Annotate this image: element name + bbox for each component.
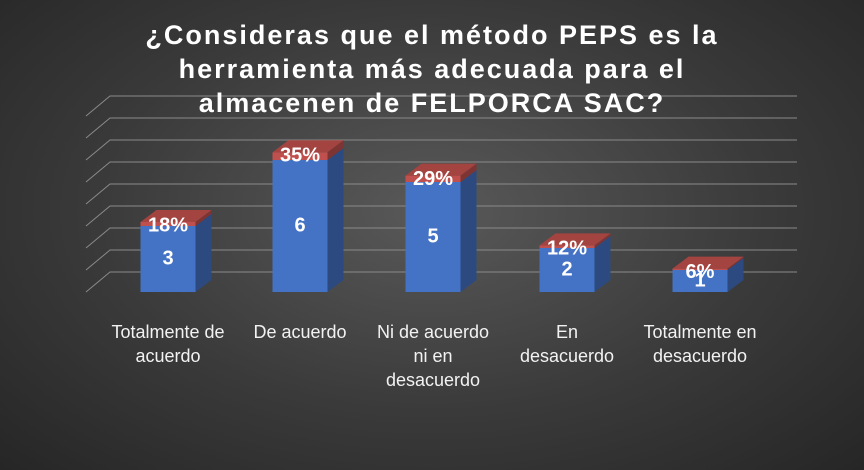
bar-top [539, 233, 611, 246]
value-label: 5 [427, 225, 438, 247]
bar-front [405, 182, 461, 292]
bar-front [140, 222, 196, 226]
bar-top [140, 210, 212, 223]
bar-front [272, 152, 328, 160]
bar-front [672, 268, 728, 270]
bar-side [460, 163, 477, 182]
bar-side [327, 148, 344, 292]
bar-segment [140, 210, 212, 226]
bar-front [672, 270, 728, 292]
bar-segment [405, 170, 477, 292]
x-tick-label: De acuerdo [253, 322, 347, 342]
bar-segment [539, 233, 611, 248]
grid-line [85, 139, 797, 161]
value-label: 2 [561, 258, 572, 280]
bar-side [594, 236, 611, 292]
value-label: 6 [294, 214, 305, 236]
percent-label: 29% [413, 168, 453, 190]
bar-front [272, 160, 328, 292]
grid-line [85, 161, 797, 183]
bar-top [672, 256, 744, 269]
bar-segment [539, 236, 611, 292]
bar-side [195, 214, 212, 292]
bar-top [272, 140, 344, 153]
bar-side [594, 233, 611, 248]
bar-top [405, 163, 477, 176]
bar-segment [405, 163, 477, 182]
grid-line [85, 227, 797, 249]
percent-label: 18% [148, 214, 188, 236]
bar-segment [672, 256, 744, 270]
bar-front [405, 175, 461, 182]
value-label: 1 [694, 269, 705, 291]
x-tick-label: Ni de acuerdo ni en desacuerdo [376, 322, 490, 390]
x-tick-label: En desacuerdo [519, 322, 615, 366]
bar-side [195, 210, 212, 226]
x-tick-label: Totalmente en desacuerdo [643, 322, 757, 366]
bar-segment [272, 140, 344, 160]
bar-side [460, 170, 477, 292]
bar-front [539, 245, 595, 248]
bar-side [727, 258, 744, 292]
chart-title: ¿Consideras que el método PEPS es la her… [145, 20, 719, 118]
x-tick-label: Totalmente de acuerdo [111, 322, 225, 366]
grid-line [85, 183, 797, 205]
bar-segment [140, 214, 212, 292]
grid-line [85, 95, 797, 117]
bar-front [539, 248, 595, 292]
bar-side [727, 256, 744, 270]
bar-side [327, 140, 344, 160]
percent-label: 6% [686, 261, 715, 283]
grid-line [85, 205, 797, 227]
percent-label: 35% [280, 145, 320, 167]
bar-front [140, 226, 196, 292]
bar-segment [272, 148, 344, 292]
grid-line [85, 117, 797, 139]
bar-segment [672, 258, 744, 292]
value-label: 3 [162, 247, 173, 269]
percent-label: 12% [547, 238, 587, 260]
